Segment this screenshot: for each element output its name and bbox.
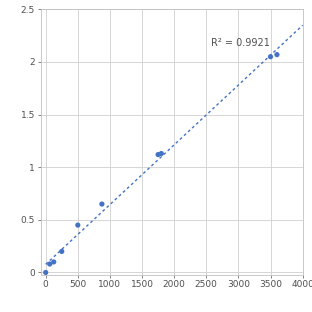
Point xyxy=(100,202,105,207)
Point xyxy=(59,249,64,254)
Point xyxy=(47,261,52,266)
Point xyxy=(268,54,273,59)
Point xyxy=(51,260,56,265)
Text: R² = 0.9921: R² = 0.9921 xyxy=(212,38,270,48)
Point xyxy=(156,152,161,157)
Point xyxy=(159,151,164,156)
Point xyxy=(75,222,80,227)
Point xyxy=(43,270,48,275)
Point xyxy=(275,52,280,57)
